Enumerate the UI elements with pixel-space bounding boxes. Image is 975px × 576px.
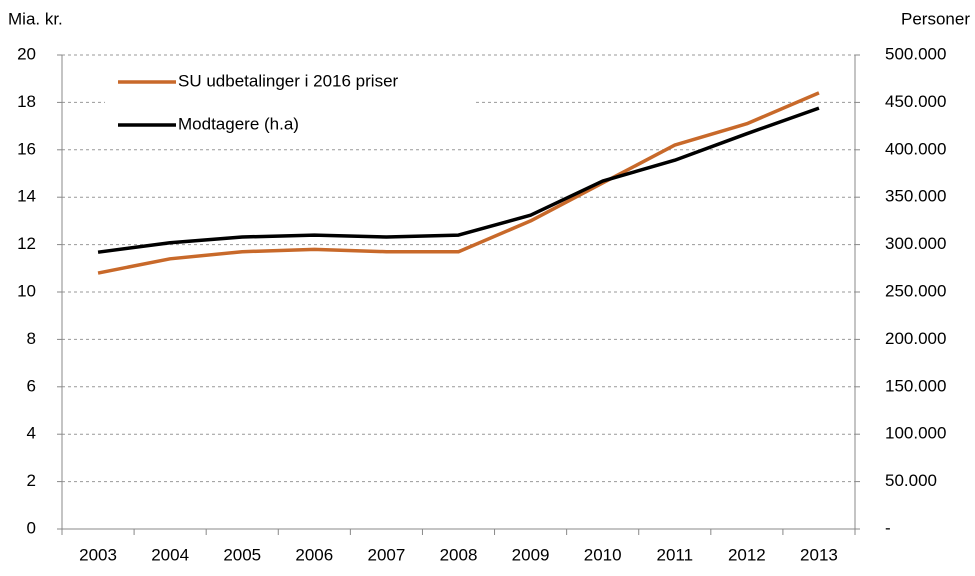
y-tick-label: 10 xyxy=(17,281,36,300)
x-tick-label: 2003 xyxy=(79,545,117,564)
y2-tick-label: 100.000 xyxy=(885,424,946,443)
y2-tick-label: 300.000 xyxy=(885,234,946,253)
y2-tick-label: 450.000 xyxy=(885,92,946,111)
y-tick-label: 16 xyxy=(17,139,36,158)
y2-tick-label: 50.000 xyxy=(885,471,937,490)
legend-label: Modtagere (h.a) xyxy=(178,114,299,133)
y-tick-label: 6 xyxy=(27,376,36,395)
y2-tick-label: 500.000 xyxy=(885,44,946,63)
x-tick-label: 2004 xyxy=(151,545,189,564)
y-axis-label: Mia. kr. xyxy=(8,9,63,28)
y-tick-label: 0 xyxy=(27,518,36,537)
series-line xyxy=(97,106,820,254)
y2-tick-label: 400.000 xyxy=(885,139,946,158)
x-tick-label: 2008 xyxy=(440,545,478,564)
x-tick-label: 2009 xyxy=(512,545,550,564)
y-tick-label: 2 xyxy=(27,471,36,490)
y-tick-label: 20 xyxy=(17,44,36,63)
x-tick-label: 2011 xyxy=(656,545,693,564)
y2-tick-label: 250.000 xyxy=(885,281,946,300)
x-tick-label: 2010 xyxy=(584,545,622,564)
x-tick-label: 2006 xyxy=(295,545,333,564)
x-tick-label: 2007 xyxy=(367,545,405,564)
y2-tick-label: 150.000 xyxy=(885,376,946,395)
y-tick-label: 14 xyxy=(17,187,36,206)
y2-tick-label: 200.000 xyxy=(885,329,946,348)
y-tick-label: 4 xyxy=(27,424,36,443)
legend-label: SU udbetalinger i 2016 priser xyxy=(178,71,399,90)
series-line xyxy=(97,91,820,275)
y-tick-label: 8 xyxy=(27,329,36,348)
x-tick-label: 2005 xyxy=(223,545,261,564)
y2-tick-label: 350.000 xyxy=(885,187,946,206)
y2-tick-label: - xyxy=(885,518,891,537)
y-tick-label: 12 xyxy=(17,234,36,253)
x-tick-label: 2013 xyxy=(800,545,838,564)
y-tick-label: 18 xyxy=(17,92,36,111)
x-tick-label: 2012 xyxy=(728,545,766,564)
y2-axis-label: Personer xyxy=(901,9,970,28)
legend-box xyxy=(105,62,475,146)
